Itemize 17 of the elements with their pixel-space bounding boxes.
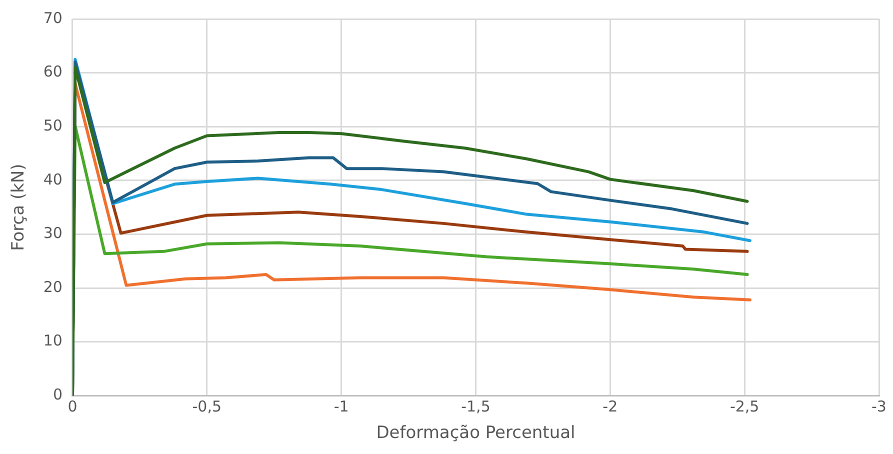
x-tick-label: -3 — [872, 397, 886, 416]
x-axis-title: Deformação Percentual — [376, 423, 576, 444]
x-tick-label: -2,5 — [730, 397, 760, 416]
y-tick-label: 30 — [43, 224, 62, 242]
x-tick-label: 0 — [68, 397, 78, 416]
y-tick-label: 60 — [43, 62, 62, 81]
y-tick-label: 40 — [43, 170, 62, 188]
x-tick-label: -0,5 — [192, 397, 222, 416]
x-tick-label: -2 — [602, 397, 618, 416]
x-tick-label: -1,5 — [461, 397, 490, 416]
y-tick-label: 10 — [43, 332, 62, 350]
y-tick-label: 0 — [52, 385, 62, 404]
y-axis-title: Força (kN) — [8, 164, 29, 251]
x-tick-label: -1 — [334, 397, 349, 416]
y-tick-label: 20 — [43, 278, 62, 296]
y-tick-label: 50 — [43, 116, 62, 134]
y-tick-label: 70 — [43, 8, 62, 27]
